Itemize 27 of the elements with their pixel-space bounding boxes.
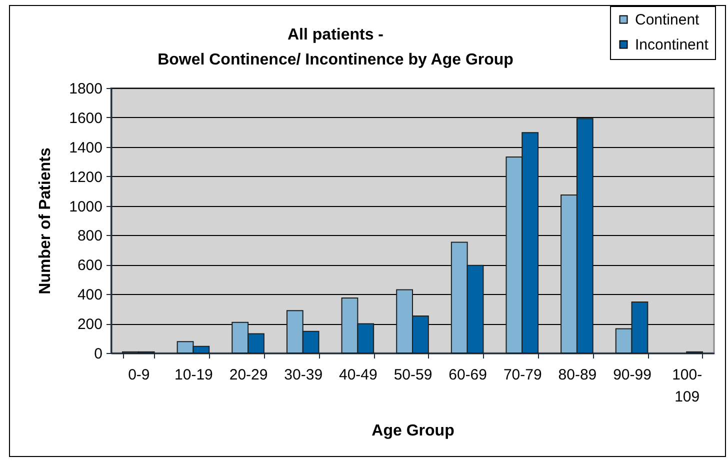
y-tick-label: 600: [77, 257, 102, 274]
y-tick-label: 800: [77, 228, 102, 245]
x-tick-label: 70-79: [503, 366, 542, 384]
x-tick-label: 100-109: [672, 366, 702, 406]
y-axis-title: Number of Patients: [37, 148, 54, 294]
x-tick-label: 20-29: [229, 366, 268, 384]
x-tick-label: 40-49: [338, 366, 378, 384]
x-tick-label: 30-39: [284, 366, 323, 384]
x-tick-label: 90-99: [613, 366, 652, 384]
y-tick-label: 0: [94, 346, 102, 362]
y-tick-label: 1400: [69, 139, 102, 156]
y-tick-label: 200: [77, 316, 102, 334]
x-tick-label: 50-59: [394, 366, 432, 384]
y-tick-label: 1600: [69, 110, 102, 127]
y-tick-label: 1200: [69, 168, 102, 186]
chart-subtitle: Bowel Continence/ Incontinence by Age Group: [158, 52, 514, 68]
y-tick-label: 400: [77, 286, 102, 304]
y-tick-label: 1000: [69, 198, 102, 216]
x-tick-label: 60-69: [448, 366, 488, 384]
chart-title: All patients -: [287, 26, 384, 44]
x-tick-label: 0-9: [128, 366, 150, 384]
legend-label: Incontinent: [635, 36, 710, 54]
x-tick-label: 80-89: [558, 366, 597, 384]
x-tick-label: 10-19: [174, 366, 213, 384]
y-tick-label: 1800: [69, 80, 102, 98]
x-axis-title: Age Group: [372, 422, 455, 440]
legend-label: Continent: [635, 12, 700, 28]
